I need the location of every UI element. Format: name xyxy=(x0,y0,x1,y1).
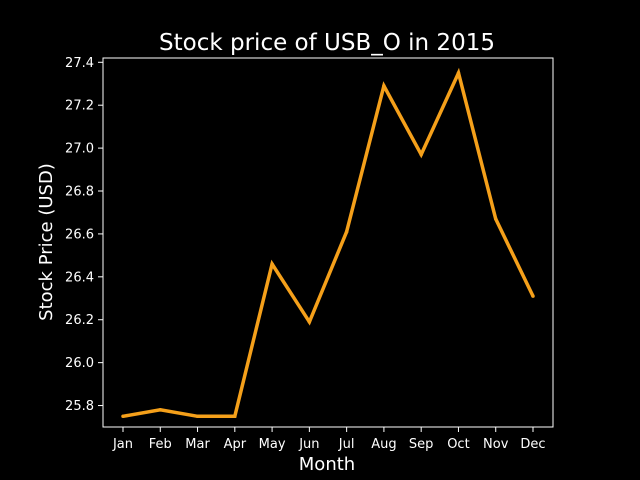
data-point xyxy=(307,320,312,324)
data-point xyxy=(382,84,386,88)
chart-title: Stock price of USB_O in 2015 xyxy=(159,30,495,56)
x-tick-label: Oct xyxy=(447,437,469,452)
x-tick-label: Feb xyxy=(149,437,172,452)
data-point xyxy=(233,414,237,419)
data-point xyxy=(531,294,535,298)
x-tick-label: May xyxy=(259,437,286,452)
series-line xyxy=(122,67,535,419)
y-axis: 25.8 26.0 26.2 26.4 26.6 26.8 27.0 27.2 27.4 xyxy=(65,56,103,414)
data-point xyxy=(121,414,125,419)
plot-area xyxy=(102,57,554,428)
x-tick-label: Jun xyxy=(298,437,319,452)
y-tick-label: 26.0 xyxy=(65,356,94,371)
y-tick-label: 25.8 xyxy=(65,399,94,414)
data-point xyxy=(344,230,349,234)
data-point xyxy=(158,408,163,412)
data-point xyxy=(270,262,274,266)
x-tick-label: Mar xyxy=(185,437,210,452)
x-axis-label: Month xyxy=(299,454,355,475)
x-tick-label: Sep xyxy=(409,437,434,452)
y-tick-label: 27.2 xyxy=(65,99,94,114)
data-point xyxy=(493,217,498,221)
y-tick-label: 26.8 xyxy=(65,185,94,200)
y-tick-label: 26.2 xyxy=(65,313,94,328)
y-axis-label: Stock Price (USD) xyxy=(36,163,57,321)
x-tick-label: Jul xyxy=(338,437,355,452)
x-tick-label: Dec xyxy=(520,437,545,452)
x-tick-label: Aug xyxy=(371,437,396,452)
data-point xyxy=(456,71,461,75)
x-tick-label: Jan xyxy=(112,437,133,452)
x-axis: Jan Feb Mar Apr May Jun Jul Aug Sep Oct Nov Dec xyxy=(112,427,546,452)
y-tick-label: 26.4 xyxy=(65,270,94,285)
x-tick-label: Nov xyxy=(483,437,509,452)
x-tick-label: Apr xyxy=(224,437,247,452)
y-tick-label: 27.0 xyxy=(65,142,94,157)
data-point xyxy=(419,152,423,157)
data-point xyxy=(195,414,200,419)
y-tick-label: 26.6 xyxy=(65,227,94,242)
series-layer xyxy=(121,67,535,419)
y-tick-label: 27.4 xyxy=(65,56,94,71)
